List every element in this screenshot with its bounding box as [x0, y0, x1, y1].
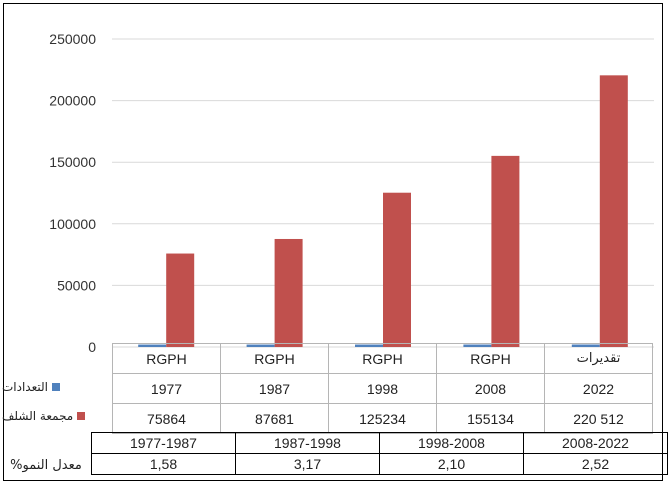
source-label: RGPH [328, 343, 437, 374]
value-label: 87681 [220, 403, 329, 434]
legend-label: التعدادات [2, 379, 49, 394]
legend-label: مجمعة الشلف [2, 408, 74, 423]
population-row: 75864 87681 125234 155134 220 512 [112, 403, 653, 434]
category-label: 1998 [328, 373, 437, 404]
y-axis: 0 50000 100000 150000 200000 250000 [49, 31, 96, 355]
source-label: RGPH [220, 343, 329, 374]
legend-swatch [77, 411, 86, 420]
period-label: 1977-1987 [91, 432, 236, 454]
y-tick-label: 50000 [57, 277, 96, 293]
rate-value: 2,10 [379, 453, 524, 475]
legend-item-population: مجمعة الشلف [2, 401, 110, 430]
rate-value: 1,58 [91, 453, 236, 475]
category-label: 2008 [436, 373, 545, 404]
period-label: 2008-2022 [523, 432, 668, 454]
rate-row: 1,58 3,17 2,10 2,52 [91, 453, 668, 475]
growth-rate-label: معدل النمو% [10, 457, 82, 473]
rate-value: 3,17 [235, 453, 380, 475]
source-row: RGPH RGPH RGPH RGPH تقديرات [112, 343, 653, 374]
period-label: 1987-1998 [235, 432, 380, 454]
value-label: 220 512 [544, 403, 653, 434]
legend-item-census: التعدادات [2, 372, 110, 401]
y-tick-label: 150000 [49, 154, 96, 170]
legend-swatch [52, 382, 61, 391]
period-row: 1977-1987 1987-1998 1998-2008 2008-2022 [91, 432, 668, 454]
period-label: 1998-2008 [379, 432, 524, 454]
census-row: 1977 1987 1998 2008 2022 [112, 373, 653, 404]
value-label: 75864 [112, 403, 221, 434]
bar-population [274, 238, 303, 347]
y-tick-label: 100000 [49, 216, 96, 232]
bars [138, 75, 628, 347]
rate-value: 2,52 [523, 453, 668, 475]
data-table: RGPH RGPH RGPH RGPH تقديرات 1977 1987 19… [112, 343, 653, 434]
source-label: تقديرات [544, 343, 653, 374]
y-tick-label: 200000 [49, 93, 96, 109]
category-label: 1987 [220, 373, 329, 404]
value-label: 125234 [328, 403, 437, 434]
value-label: 155134 [436, 403, 545, 434]
bar-population [491, 155, 520, 347]
bar-population [166, 253, 195, 347]
source-label: RGPH [112, 343, 221, 374]
y-tick-label: 0 [88, 339, 96, 355]
category-label: 1977 [112, 373, 221, 404]
category-label: 2022 [544, 373, 653, 404]
bar-population [383, 192, 411, 347]
source-label: RGPH [436, 343, 545, 374]
bar-population [599, 75, 628, 347]
growth-table: 1977-1987 1987-1998 1998-2008 2008-2022 … [91, 432, 668, 475]
y-tick-label: 250000 [49, 31, 96, 47]
